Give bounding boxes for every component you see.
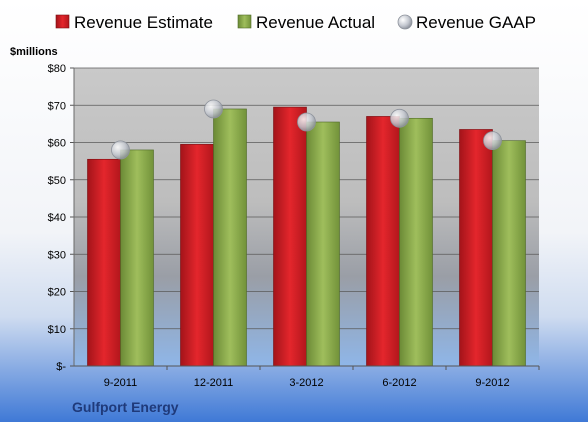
x-tick-label: 3-2012: [289, 377, 323, 389]
bar-revenue-estimate: [459, 129, 493, 367]
bar-revenue-actual: [492, 140, 526, 367]
y-tick-label: $10: [48, 324, 66, 336]
marker-revenue-gaap: [204, 99, 223, 119]
x-tick-label: 12-2011: [194, 377, 234, 389]
bar-revenue-estimate: [366, 116, 400, 367]
y-tick-label: $50: [48, 175, 66, 187]
y-tick-label: $20: [48, 287, 66, 299]
bar-revenue-estimate: [180, 144, 214, 367]
y-tick-label: $30: [48, 249, 66, 261]
legend-label: Revenue Estimate: [74, 13, 213, 32]
bar-revenue-estimate: [273, 106, 307, 367]
y-tick-label: $60: [48, 138, 66, 150]
y-tick-label: $80: [48, 63, 66, 75]
bar-revenue-actual: [306, 121, 340, 367]
bar-revenue-actual: [120, 149, 154, 367]
y-axis: $- $10 $20 $30 $40 $50 $60 $70 $80: [48, 63, 75, 373]
y-tick-label: $70: [48, 100, 66, 112]
legend-label: Revenue GAAP: [416, 13, 536, 32]
marker-revenue-gaap: [111, 140, 130, 160]
legend-label: Revenue Actual: [256, 13, 375, 32]
legend-swatch: [55, 14, 70, 29]
marker-revenue-gaap: [483, 131, 502, 151]
legend: Revenue Estimate Revenue Actual Revenue GA…: [55, 13, 536, 32]
bar-revenue-estimate: [87, 158, 121, 367]
marker-revenue-gaap: [390, 108, 409, 128]
legend-swatch: [237, 14, 252, 29]
y-tick-label: $40: [48, 212, 66, 224]
x-tick-label: 9-2011: [104, 377, 137, 389]
x-tick-label: 6-2012: [382, 377, 416, 389]
x-axis: 9-2011 12-2011 3-2012 6-2012 9-2012: [74, 365, 540, 389]
bar-revenue-actual: [213, 108, 247, 367]
y-axis-unit-label: $millions: [10, 46, 58, 58]
bars: [87, 106, 526, 367]
bar-revenue-actual: [399, 117, 433, 367]
y-tick-label: $-: [56, 361, 66, 373]
x-tick-label: 9-2012: [475, 377, 509, 389]
marker-revenue-gaap: [297, 112, 316, 132]
legend-swatch: [397, 14, 413, 30]
gaap-markers: [111, 99, 502, 160]
company-label: Gulfport Energy: [72, 399, 179, 415]
